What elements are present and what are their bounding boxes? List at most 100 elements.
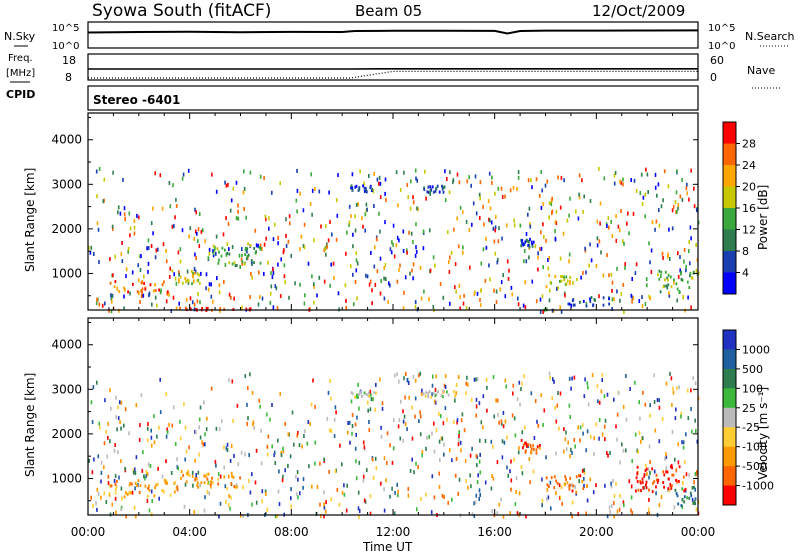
- heatmap-cell: [194, 207, 196, 212]
- heatmap-cell: [584, 246, 586, 251]
- heatmap-cell: [195, 256, 197, 261]
- heatmap-region-cell: [442, 389, 445, 393]
- heatmap-cell: [157, 247, 159, 252]
- heatmap-cell: [279, 181, 281, 186]
- heatmap-cell: [109, 388, 111, 393]
- heatmap-cell: [287, 463, 289, 468]
- heatmap-cell: [655, 491, 657, 496]
- colorbar-tick-label: 4: [742, 267, 749, 280]
- heatmap-cell: [388, 281, 390, 286]
- heatmap-region-cell: [148, 488, 151, 492]
- heatmap-cell: [207, 287, 210, 292]
- heatmap-cell: [205, 272, 208, 277]
- heatmap-cell: [628, 231, 630, 236]
- heatmap-region-cell: [109, 484, 112, 488]
- heatmap-region-cell: [140, 281, 143, 285]
- heatmap-cell: [638, 299, 641, 303]
- heatmap-cell: [117, 416, 120, 421]
- heatmap-region-cell: [556, 481, 559, 485]
- heatmap-region-cell: [224, 248, 226, 252]
- heatmap-cell: [399, 263, 401, 268]
- heatmap-cell: [259, 243, 262, 248]
- heatmap-cell: [461, 412, 464, 417]
- heatmap-cell: [120, 507, 122, 512]
- heatmap-cell: [218, 290, 221, 295]
- heatmap-cell: [508, 268, 510, 273]
- heatmap-cell: [455, 456, 458, 461]
- heatmap-cell: [603, 176, 606, 181]
- heatmap-cell: [690, 236, 692, 241]
- heatmap-region-cell: [423, 188, 426, 191]
- heatmap-cell: [396, 235, 399, 240]
- heatmap-cell: [574, 485, 576, 490]
- heatmap-cell: [295, 474, 297, 479]
- heatmap-cell: [338, 502, 341, 507]
- heatmap-cell: [506, 465, 508, 470]
- heatmap-region-cell: [684, 487, 687, 491]
- heatmap-cell: [380, 434, 383, 439]
- heatmap-cell: [669, 257, 671, 261]
- heatmap-region-cell: [147, 494, 149, 498]
- heatmap-region-cell: [253, 247, 256, 250]
- heatmap-cell: [532, 469, 535, 474]
- heatmap-cell: [462, 210, 464, 215]
- heatmap-cell: [98, 421, 101, 426]
- heatmap-cell: [598, 400, 601, 405]
- heatmap-cell: [686, 388, 689, 393]
- heatmap-cell: [218, 283, 221, 288]
- heatmap-cell: [368, 174, 370, 178]
- heatmap-cell: [674, 200, 677, 205]
- heatmap-cell: [470, 183, 472, 188]
- heatmap-cell: [622, 500, 625, 505]
- heatmap-cell: [362, 440, 365, 445]
- heatmap-cell: [413, 470, 415, 475]
- heatmap-cell: [88, 245, 90, 250]
- heatmap-cell: [379, 256, 382, 261]
- heatmap-cell: [582, 209, 584, 214]
- heatmap-region-cell: [442, 186, 445, 190]
- heatmap-cell: [402, 438, 404, 443]
- heatmap-cell: [277, 235, 279, 240]
- colorbar-swatch: [723, 368, 736, 389]
- heatmap-cell: [572, 281, 574, 285]
- heatmap-cell: [142, 450, 144, 455]
- heatmap-cell: [98, 260, 100, 265]
- heatmap-cell: [146, 426, 149, 431]
- heatmap-cell: [431, 431, 433, 436]
- heatmap-region-cell: [529, 237, 531, 241]
- heatmap-cell: [486, 408, 488, 413]
- heatmap-cell: [473, 377, 476, 382]
- heatmap-region-cell: [144, 484, 147, 488]
- heatmap-region-cell: [109, 281, 112, 285]
- heatmap-region-cell: [191, 274, 194, 278]
- heatmap-cell: [124, 217, 126, 221]
- heatmap-cell: [450, 250, 453, 255]
- heatmap-cell: [512, 185, 515, 190]
- heatmap-cell: [570, 447, 572, 452]
- heatmap-region-cell: [582, 487, 585, 491]
- heatmap-region-cell: [667, 477, 670, 481]
- heatmap-cell: [416, 206, 418, 211]
- colorbar-tick-label: 20: [742, 181, 756, 194]
- heatmap-region-cell: [350, 391, 353, 395]
- heatmap-cell: [473, 501, 475, 506]
- heatmap-cell: [198, 212, 201, 217]
- heatmap-cell: [433, 421, 435, 426]
- heatmap-cell: [380, 425, 382, 430]
- heatmap-region-cell: [206, 481, 209, 485]
- heatmap-cell: [239, 265, 241, 269]
- heatmap-cell: [152, 231, 154, 236]
- heatmap-cell: [290, 504, 292, 509]
- heatmap-cell: [504, 194, 506, 199]
- heatmap-cell: [570, 386, 572, 391]
- heatmap-cell: [203, 400, 205, 405]
- heatmap-region-cell: [569, 476, 572, 480]
- heatmap-cell: [105, 429, 107, 434]
- heatmap-cell: [313, 284, 315, 289]
- heatmap-cell: [677, 460, 680, 465]
- heatmap-region-cell: [243, 262, 246, 266]
- heatmap-cell: [582, 271, 584, 275]
- heatmap-region-cell: [651, 467, 654, 471]
- heatmap-region-cell: [655, 478, 658, 482]
- heatmap-cell: [352, 272, 354, 277]
